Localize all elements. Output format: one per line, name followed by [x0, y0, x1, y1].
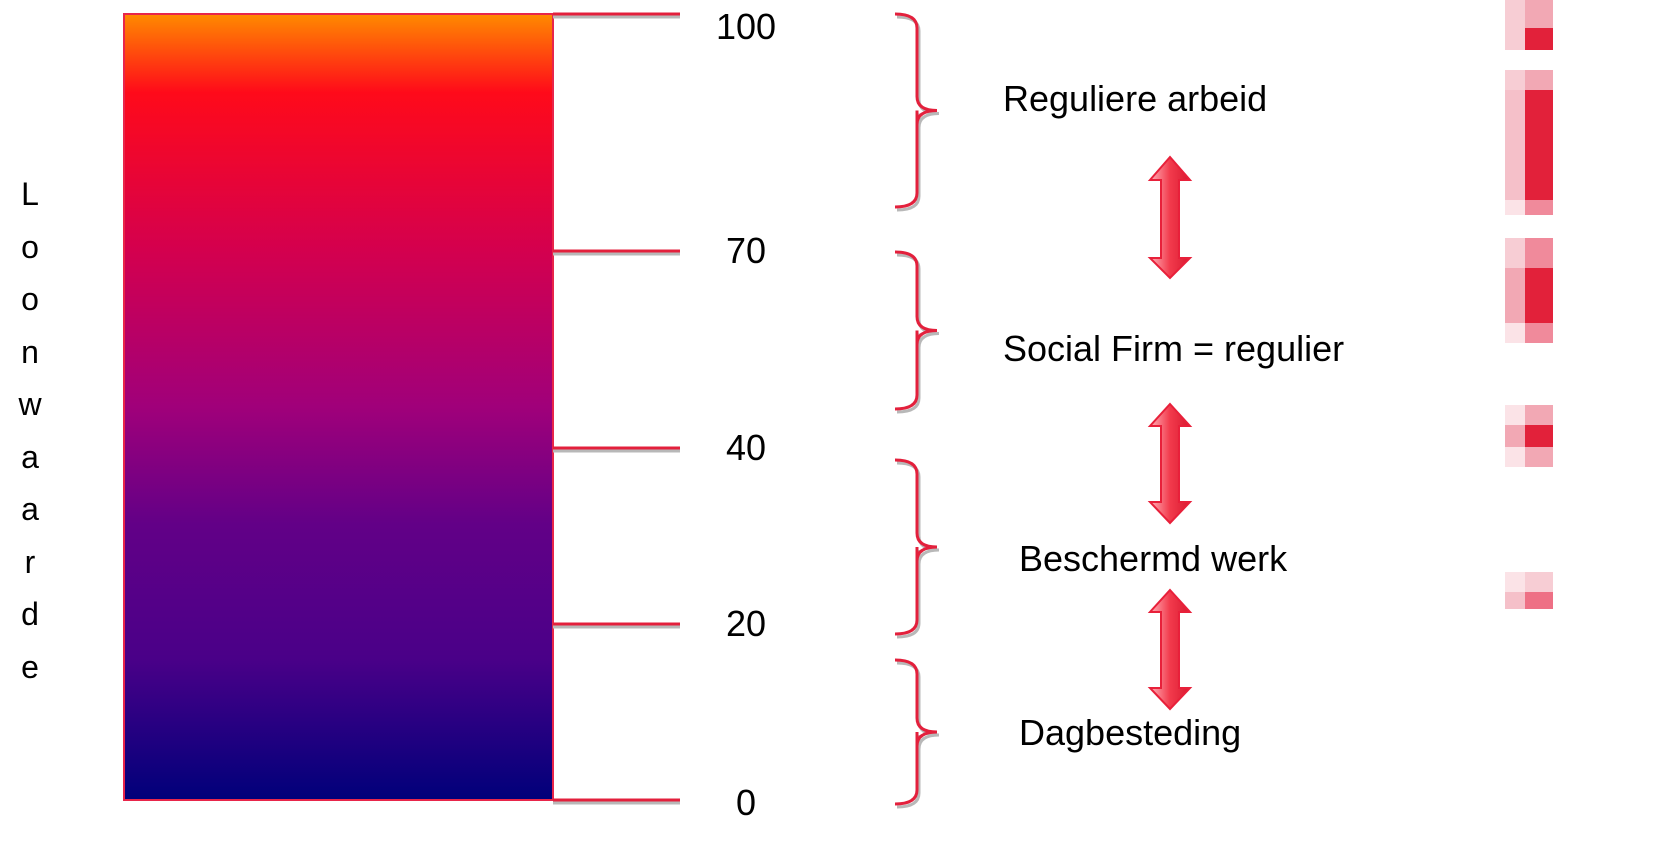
brace-4	[894, 658, 938, 806]
category-label-1: Reguliere arbeid	[1003, 78, 1268, 119]
category-braces	[894, 12, 940, 809]
axis-label-letter: o	[21, 228, 39, 265]
double-arrows	[1147, 155, 1193, 711]
tick-label-0: 0	[735, 782, 757, 823]
double-arrow-3	[1147, 588, 1193, 711]
tick-label-100: 100	[715, 6, 777, 47]
category-label-3: Beschermd werk	[1019, 538, 1288, 579]
category-label-2: Social Firm = regulier	[1003, 328, 1345, 369]
brace-1	[894, 12, 938, 209]
double-arrow-1	[1147, 155, 1193, 280]
brace-3	[894, 458, 938, 636]
tick-label-20: 20	[725, 603, 767, 644]
tick-label-40: 40	[725, 427, 767, 468]
axis-label-letter: e	[21, 648, 39, 685]
axis-label-letter: d	[21, 596, 39, 632]
category-label-4: Dagbesteding	[1019, 712, 1242, 753]
axis-label-letter: a	[21, 438, 39, 475]
axis-label-letter: r	[24, 543, 36, 580]
axis-label-letter: n	[21, 333, 39, 370]
axis-label-letter: w	[18, 386, 42, 422]
axis-label-letter: a	[21, 491, 39, 527]
tick-lines	[553, 12, 680, 805]
axis-label-letter: L	[21, 176, 39, 212]
decorative-mosaic	[1505, 0, 1553, 609]
double-arrow-2	[1147, 402, 1193, 525]
tick-label-70: 70	[725, 230, 767, 271]
axis-label-letter: o	[21, 281, 39, 317]
brace-2	[894, 250, 938, 411]
loonwaarde-bar	[123, 13, 554, 801]
